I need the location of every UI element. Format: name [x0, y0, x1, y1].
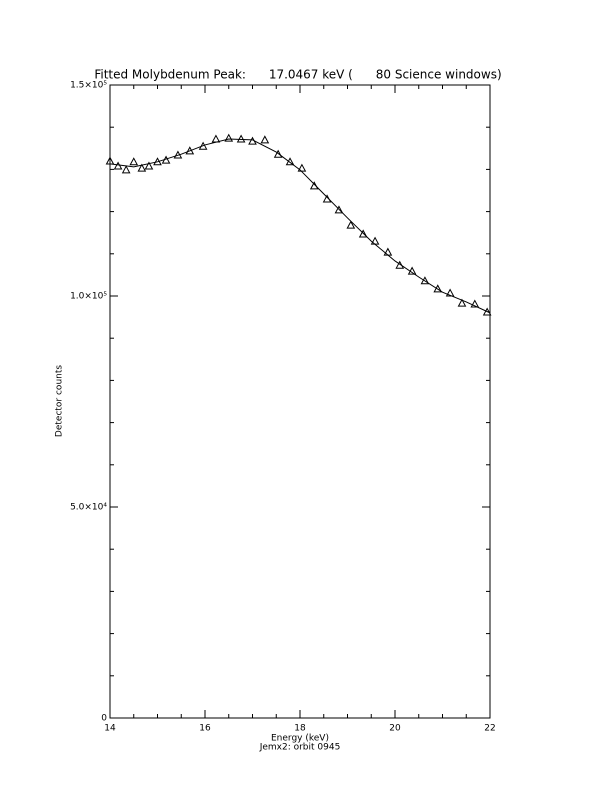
- data-point: [482, 307, 492, 316]
- data-point: [260, 135, 270, 144]
- data-point: [236, 134, 246, 143]
- data-point: [445, 288, 455, 297]
- data-point: [322, 194, 332, 203]
- x-axis-label: Energy (keV): [271, 734, 329, 744]
- y-tick-label: 0: [101, 714, 107, 724]
- data-point: [383, 247, 393, 256]
- y-tick-label: 1.0×10⁵: [70, 292, 107, 302]
- x-tick-label: 16: [199, 724, 211, 734]
- data-point: [113, 161, 123, 170]
- plot-frame: [109, 84, 491, 719]
- data-point: [211, 134, 221, 143]
- x-tick-label: 18: [294, 724, 306, 734]
- subtitle: Jemx2: orbit 0945: [259, 743, 341, 753]
- y-tick-label: 1.5×10⁵: [70, 81, 107, 91]
- fit-line: [109, 138, 491, 314]
- data-point: [358, 229, 368, 238]
- data-point: [470, 299, 480, 308]
- data-point: [273, 149, 283, 158]
- x-tick-label: 14: [104, 724, 116, 734]
- x-tick-label: 22: [484, 724, 495, 734]
- data-point: [137, 163, 147, 172]
- y-axis-label: Detector counts: [55, 365, 65, 437]
- data-point: [121, 165, 131, 174]
- y-tick-label: 5.0×10⁴: [70, 503, 107, 513]
- chart-title: Fitted Molybdenum Peak: 17.0467 keV ( 80…: [94, 68, 501, 82]
- data-point: [297, 163, 307, 172]
- data-point: [420, 276, 430, 285]
- data-point: [457, 298, 467, 307]
- data-point: [129, 157, 139, 166]
- data-point: [346, 220, 356, 229]
- data-point: [144, 161, 154, 170]
- data-point: [334, 205, 344, 214]
- x-tick-label: 20: [389, 724, 401, 734]
- data-point: [309, 181, 319, 190]
- data-point: [370, 236, 380, 245]
- data-point: [224, 133, 234, 142]
